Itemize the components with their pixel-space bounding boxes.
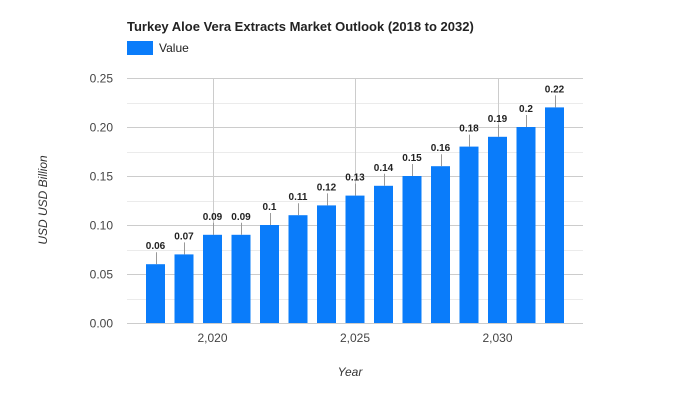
data-label: 0.09 [231, 212, 251, 223]
y-tick-label: 0.05 [90, 268, 114, 282]
bar [431, 166, 450, 323]
bar [488, 136, 507, 323]
bar [345, 195, 365, 323]
legend-swatch-value [127, 41, 153, 55]
y-tick-label: 0.00 [90, 317, 114, 331]
data-label: 0.06 [146, 241, 166, 252]
gridlines [127, 78, 583, 324]
legend-label-value: Value [159, 41, 189, 55]
bar [317, 205, 336, 323]
x-tick-label: 2,020 [197, 331, 227, 345]
bar [174, 254, 194, 323]
data-label: 0.19 [488, 114, 508, 125]
y-tick-label: 0.10 [90, 219, 114, 233]
data-label: 0.15 [402, 153, 422, 164]
x-tick-label: 2,025 [340, 331, 370, 345]
bar [288, 215, 308, 323]
bar [545, 107, 564, 324]
data-label: 0.13 [345, 173, 365, 184]
x-axis-title: Year [338, 365, 364, 379]
y-tick-label: 0.25 [90, 72, 114, 86]
bar [459, 146, 479, 323]
data-label: 0.16 [431, 143, 451, 154]
chart-title: Turkey Aloe Vera Extracts Market Outlook… [127, 19, 474, 34]
data-label: 0.11 [289, 192, 308, 203]
data-label: 0.07 [174, 231, 194, 242]
legend: Value [127, 41, 189, 55]
y-axis-title: USD USD Billion [36, 155, 50, 245]
data-label: 0.18 [459, 124, 479, 135]
data-label: 0.14 [374, 163, 394, 174]
data-label: 0.2 [519, 104, 533, 115]
data-label: 0.1 [263, 202, 277, 213]
bar [231, 234, 251, 323]
data-labels: 0.06 0.07 0.09 0.09 0.1 0.11 0.12 0.13 0.14 0.15 0… [146, 84, 565, 265]
bar [260, 225, 279, 323]
bar [203, 234, 222, 323]
data-label: 0.09 [203, 212, 223, 223]
bars [146, 107, 564, 324]
bar [374, 185, 393, 323]
y-axis-ticks: 0.00 0.05 0.10 0.15 0.20 0.25 [90, 72, 114, 331]
bar [516, 127, 536, 323]
data-label: 0.12 [317, 182, 337, 193]
x-tick-label: 2,030 [482, 331, 512, 345]
y-tick-label: 0.20 [90, 121, 114, 135]
bar [146, 264, 165, 323]
x-axis-ticks: 2,020 2,025 2,030 [197, 331, 512, 345]
y-tick-label: 0.15 [90, 170, 114, 184]
bar [402, 176, 422, 323]
data-label: 0.22 [545, 84, 565, 95]
